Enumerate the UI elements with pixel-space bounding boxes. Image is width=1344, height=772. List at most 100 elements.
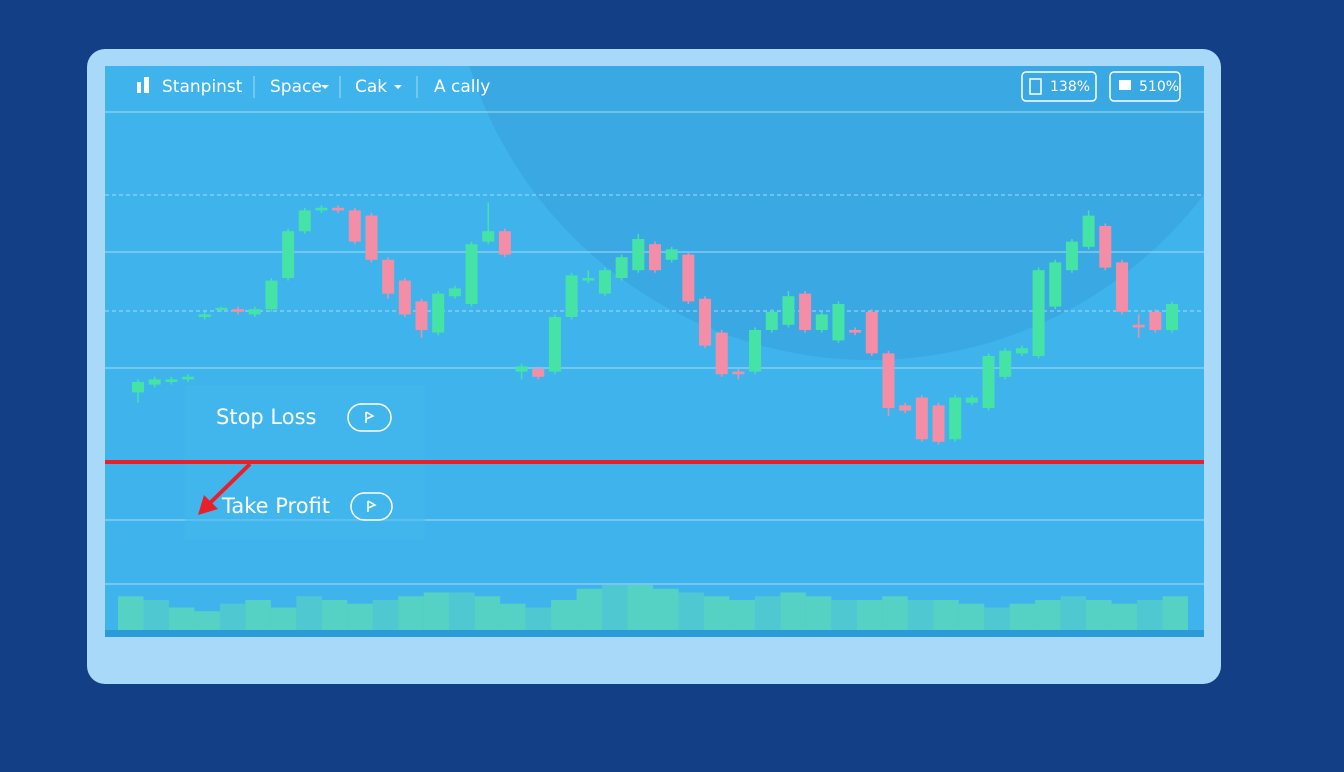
menu-item[interactable]: A cally bbox=[434, 77, 490, 97]
chart-icon bbox=[137, 82, 141, 93]
candle-body bbox=[1049, 262, 1062, 307]
candle-body bbox=[532, 369, 545, 377]
volume bbox=[118, 585, 1188, 630]
candle-body bbox=[265, 280, 278, 310]
candle-body bbox=[482, 231, 495, 242]
volume-bar bbox=[780, 592, 806, 630]
badge-icon bbox=[1029, 78, 1042, 95]
candle-body bbox=[649, 244, 661, 271]
candle-body bbox=[298, 210, 311, 232]
volume-bar bbox=[754, 596, 781, 630]
candle-body bbox=[1149, 311, 1162, 330]
candle-body bbox=[1115, 262, 1128, 312]
volume-bar bbox=[347, 603, 373, 630]
volume-bar bbox=[1086, 600, 1112, 630]
volume-bar bbox=[856, 600, 883, 630]
volume-bar bbox=[653, 588, 679, 630]
volume-bar bbox=[1060, 596, 1087, 630]
candle-body bbox=[849, 330, 862, 333]
order-label: Stop Loss bbox=[216, 405, 316, 429]
volume-bar bbox=[958, 603, 985, 630]
volume-bar bbox=[933, 600, 959, 630]
chart-icon bbox=[144, 77, 149, 93]
candle-body bbox=[699, 298, 712, 346]
badge-text: 138% bbox=[1050, 79, 1090, 95]
badge-icon bbox=[1119, 80, 1131, 90]
candle-body bbox=[365, 215, 378, 260]
candle-body bbox=[899, 405, 912, 411]
menu-item[interactable]: Sрace bbox=[270, 77, 322, 97]
candle-body bbox=[182, 376, 195, 380]
volume-bar bbox=[525, 607, 552, 630]
volume-bar bbox=[474, 596, 501, 630]
order-button[interactable] bbox=[347, 403, 392, 432]
volume-bar bbox=[219, 603, 246, 630]
candle-body bbox=[982, 356, 995, 408]
volume-bar bbox=[882, 596, 908, 630]
candle-body bbox=[132, 382, 144, 393]
volume-bar bbox=[143, 600, 169, 630]
candle-body bbox=[498, 231, 511, 255]
candle-body bbox=[282, 231, 295, 278]
order-button[interactable] bbox=[350, 492, 393, 521]
volume-bar bbox=[118, 596, 144, 630]
volume-bar bbox=[678, 592, 704, 630]
volume-bar bbox=[805, 596, 832, 630]
candle-body bbox=[1132, 324, 1145, 328]
badge[interactable] bbox=[1021, 71, 1097, 102]
candle-body bbox=[198, 314, 211, 317]
candle-body bbox=[148, 379, 161, 385]
badge[interactable] bbox=[1109, 71, 1181, 102]
candle-body bbox=[465, 244, 478, 304]
candle-body bbox=[865, 311, 878, 354]
flag-icon bbox=[365, 411, 375, 423]
volume-bar bbox=[449, 592, 475, 630]
candle-body bbox=[932, 405, 945, 442]
volume-bar bbox=[984, 607, 1010, 630]
candle-body bbox=[665, 249, 678, 260]
volume-bar bbox=[296, 596, 322, 630]
volume-bar bbox=[1162, 596, 1188, 630]
volume-bar bbox=[831, 600, 857, 630]
candle-body bbox=[765, 311, 778, 330]
volume-bar bbox=[398, 596, 424, 630]
volume-bar bbox=[270, 607, 297, 630]
candle-body bbox=[782, 296, 795, 325]
candle-body bbox=[682, 254, 695, 302]
candle-body bbox=[615, 257, 628, 278]
candle-body bbox=[949, 397, 962, 440]
order-label: Take Profit bbox=[221, 494, 330, 518]
candle-body bbox=[248, 309, 261, 315]
candle-body bbox=[999, 350, 1012, 377]
candle-body bbox=[965, 397, 978, 403]
volume-bar bbox=[1035, 600, 1061, 630]
volume-bar bbox=[576, 588, 603, 630]
volume-bar bbox=[627, 585, 653, 630]
volume-bar bbox=[245, 600, 271, 630]
candle-body bbox=[348, 210, 361, 242]
candle-body bbox=[598, 270, 611, 294]
candles bbox=[132, 202, 1178, 445]
candle-body bbox=[882, 353, 895, 408]
candle-body bbox=[1082, 215, 1095, 247]
candle-body bbox=[515, 366, 528, 372]
candle-body bbox=[398, 280, 411, 315]
volume-bar bbox=[500, 603, 526, 630]
menu-item[interactable]: Cak bbox=[355, 77, 387, 97]
volume-bar bbox=[907, 600, 934, 630]
candle-body bbox=[232, 309, 245, 312]
candle-body bbox=[415, 301, 428, 330]
candle-body bbox=[215, 307, 228, 310]
menu-item[interactable]: Stanpinst bbox=[162, 77, 243, 97]
candle-body bbox=[165, 379, 178, 382]
volume-bar bbox=[372, 600, 399, 630]
candle-body bbox=[1015, 348, 1028, 354]
candle-body bbox=[732, 371, 745, 375]
candle-body bbox=[332, 207, 345, 211]
volume-bar bbox=[1009, 603, 1036, 630]
candle-body bbox=[749, 330, 762, 372]
candle-body bbox=[565, 275, 578, 317]
candle-body bbox=[832, 304, 845, 341]
flag-icon bbox=[367, 500, 377, 512]
